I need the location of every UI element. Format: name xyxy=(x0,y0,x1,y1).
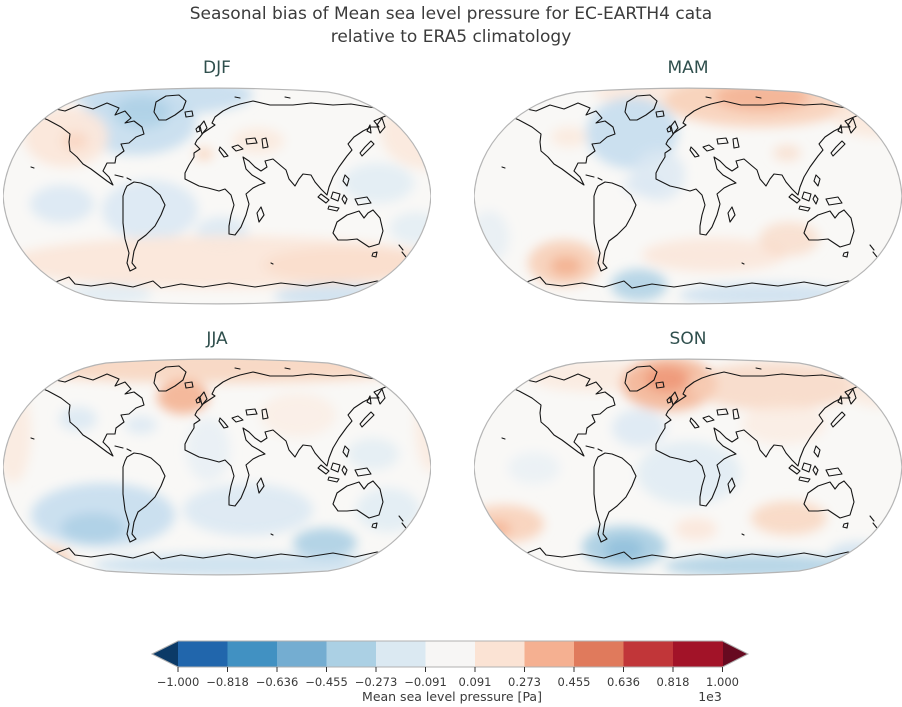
figure-title-line2: relative to ERA5 climatology xyxy=(330,27,572,47)
svg-text:−0.455: −0.455 xyxy=(305,675,348,689)
panel-mam: MAM xyxy=(474,53,902,305)
panel-djf: DJF xyxy=(3,53,431,305)
svg-text:0.455: 0.455 xyxy=(558,675,591,689)
panel-title-jja: JJA xyxy=(206,329,228,349)
panel-title-son: SON xyxy=(669,329,707,349)
map-son xyxy=(474,358,902,576)
colorbar-label: Mean sea level pressure [Pa] xyxy=(362,689,542,704)
panel-title-djf: DJF xyxy=(203,58,231,78)
svg-text:−0.273: −0.273 xyxy=(355,675,398,689)
colorbar: −1.000 −0.818 −0.636 −0.455 −0.273 −0.091 0.09… xyxy=(150,640,750,704)
svg-text:1.000: 1.000 xyxy=(706,675,739,689)
svg-text:−1.000: −1.000 xyxy=(157,675,200,689)
panel-title-mam: MAM xyxy=(667,58,709,78)
svg-text:0.818: 0.818 xyxy=(657,675,690,689)
map-mam xyxy=(474,87,902,305)
panel-son: SON xyxy=(474,324,902,576)
svg-text:−0.091: −0.091 xyxy=(404,675,447,689)
figure-title: Seasonal bias of Mean sea level pressure… xyxy=(0,3,902,49)
colorbar-offset-text: 1e3 xyxy=(698,689,722,704)
panel-jja: JJA xyxy=(3,324,431,576)
map-jja xyxy=(3,358,431,576)
figure-title-line1: Seasonal bias of Mean sea level pressure… xyxy=(189,4,713,24)
svg-text:−0.636: −0.636 xyxy=(256,675,299,689)
svg-text:0.636: 0.636 xyxy=(607,675,640,689)
svg-text:−0.818: −0.818 xyxy=(206,675,249,689)
svg-text:0.273: 0.273 xyxy=(508,675,541,689)
svg-text:0.091: 0.091 xyxy=(459,675,492,689)
map-djf xyxy=(3,87,431,305)
